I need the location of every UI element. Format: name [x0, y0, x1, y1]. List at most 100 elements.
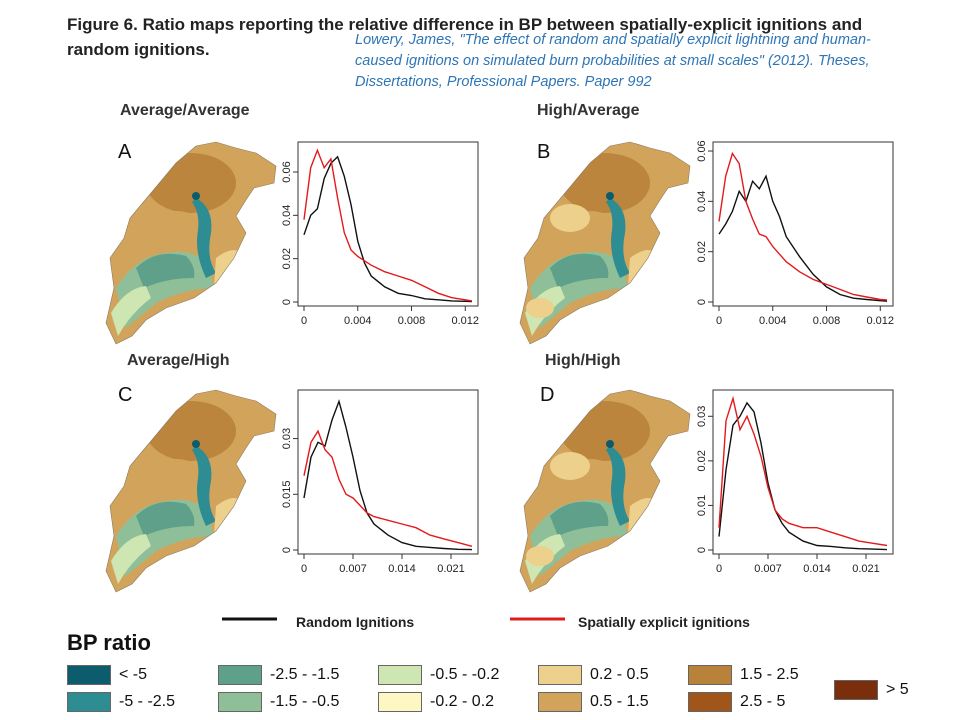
panel-title-b: High/Average — [537, 102, 640, 119]
x-tick-label: 0.014 — [803, 563, 831, 575]
bp-legend-label: -5 - -2.5 — [119, 693, 176, 710]
map-zone — [606, 192, 614, 200]
map-zone — [606, 446, 630, 526]
series-line-spatial — [303, 148, 473, 302]
x-tick-label: 0.004 — [344, 315, 372, 327]
map-fill — [106, 142, 276, 344]
figure-title: Figure 6. Ratio maps reporting the relat… — [67, 12, 887, 62]
bp-legend-swatch — [688, 665, 732, 685]
bp-legend-swatch — [834, 680, 878, 700]
map-fill — [520, 390, 690, 592]
x-tick-label: 0.014 — [388, 563, 416, 575]
series-line-spatial — [303, 429, 473, 547]
map-zone — [526, 546, 554, 566]
y-tick-label: 0.03 — [281, 428, 293, 449]
y-tick-label: 0.015 — [281, 481, 293, 509]
panel-title-a: Average/Average — [120, 102, 250, 119]
figure-title-line2: random ignitions. — [67, 40, 210, 59]
series-line-random — [303, 399, 473, 551]
map-zone — [606, 198, 630, 278]
map-fill — [106, 390, 276, 592]
x-tick-label: 0.007 — [754, 563, 782, 575]
map-zone — [146, 459, 206, 503]
legend-swatch-random — [222, 617, 277, 621]
bp-legend-label: 0.2 - 0.5 — [590, 666, 649, 683]
bp-legend-swatch — [67, 692, 111, 712]
x-tick-label: 0.004 — [759, 315, 787, 327]
map-outline — [519, 389, 691, 593]
panel-title-d: High/High — [545, 352, 621, 369]
ratio-map-b — [519, 141, 691, 345]
plot-frame — [297, 389, 479, 555]
map-zone — [526, 298, 554, 318]
y-tick-label: 0.04 — [696, 191, 708, 212]
bp-legend-label: 0.5 - 1.5 — [590, 693, 649, 710]
plot-frame — [712, 141, 894, 307]
y-tick-label: 0.06 — [696, 140, 708, 161]
x-tick-label: 0 — [301, 563, 307, 575]
legend-swatch-spatial — [510, 617, 565, 621]
bp-legend-swatch — [688, 692, 732, 712]
bp-legend-label: 2.5 - 5 — [740, 693, 786, 710]
map-outline — [105, 389, 277, 593]
map-fill — [520, 142, 690, 344]
map-zone — [111, 534, 151, 584]
bp-legend-swatch — [538, 665, 582, 685]
bp-legend-label: -0.5 - -0.2 — [430, 666, 500, 683]
x-tick-label: 0 — [301, 315, 307, 327]
map-zone — [550, 253, 609, 288]
map-zone — [192, 198, 216, 278]
bp-legend-title: BP ratio — [67, 630, 151, 655]
map-zone — [550, 452, 590, 480]
x-tick-label: 0.008 — [813, 315, 841, 327]
density-plot-b: 0 0.004 0.008 0.012 0 0.02 0.04 0.06 — [696, 140, 895, 327]
x-tick-label: 0 — [716, 563, 722, 575]
x-tick-label: 0.012 — [867, 315, 895, 327]
y-tick-label: 0 — [696, 299, 708, 305]
density-plot-a: 0 0.004 0.008 0.012 0 0.02 0.04 0.06 — [281, 141, 479, 327]
density-plot-d: 0 0.007 0.014 0.021 0 0.01 0.02 0.03 — [696, 389, 894, 575]
plot-frame — [712, 389, 894, 555]
map-zone — [192, 192, 200, 200]
bp-legend-swatch — [378, 665, 422, 685]
ratio-map-a — [105, 141, 277, 345]
plot-frame — [297, 141, 479, 307]
y-tick-label: 0.02 — [696, 241, 708, 262]
bp-legend-swatch — [218, 665, 262, 685]
panel-title-c: Average/High — [127, 352, 230, 369]
y-tick-label: 0.02 — [696, 450, 708, 471]
map-zone — [550, 501, 609, 536]
bp-legend-label: > 5 — [886, 681, 909, 698]
bp-legend-swatch — [67, 665, 111, 685]
x-tick-label: 0 — [716, 315, 722, 327]
x-tick-label: 0.021 — [852, 563, 880, 575]
bp-legend-swatch — [378, 692, 422, 712]
x-tick-label: 0.007 — [339, 563, 367, 575]
panel-letter-d: D — [540, 384, 555, 406]
series-line-random — [718, 174, 888, 302]
y-tick-label: 0 — [696, 547, 708, 553]
map-outline — [519, 141, 691, 345]
ratio-map-c — [105, 389, 277, 593]
panel-letter-a: A — [118, 141, 132, 163]
series-line-spatial — [718, 395, 888, 547]
map-zone — [192, 446, 216, 526]
bp-legend-label: 1.5 - 2.5 — [740, 666, 799, 683]
y-tick-label: 0.06 — [281, 161, 293, 182]
y-tick-label: 0.03 — [696, 406, 708, 427]
map-outline — [105, 141, 277, 345]
map-zone — [192, 440, 200, 448]
map-zone — [550, 204, 590, 232]
citation: Lowery, James, "The effect of random and… — [355, 32, 871, 90]
map-zone — [146, 211, 206, 255]
y-tick-label: 0.04 — [281, 205, 293, 226]
panel-letter-b: B — [537, 141, 551, 163]
bp-legend-swatch — [218, 692, 262, 712]
legend-label-spatial: Spatially explicit ignitions — [578, 614, 750, 630]
y-tick-label: 0.01 — [696, 495, 708, 516]
map-zone — [136, 253, 195, 288]
x-tick-label: 0.021 — [437, 563, 465, 575]
ratio-map-d — [519, 389, 691, 593]
bp-legend-swatch — [538, 692, 582, 712]
legend-label-random: Random Ignitions — [296, 614, 415, 630]
